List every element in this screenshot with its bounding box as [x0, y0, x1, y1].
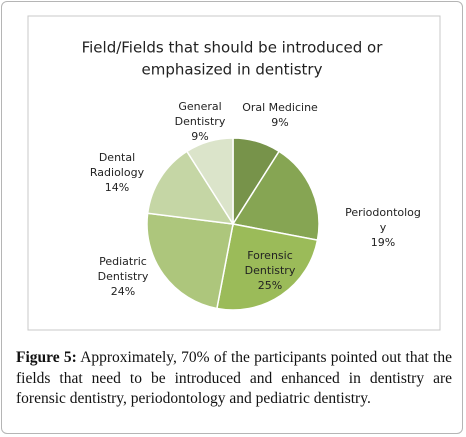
slice-label: General	[178, 100, 221, 113]
pie-slice	[185, 137, 234, 227]
chart-title: emphasized in dentistry	[142, 61, 323, 79]
value-label: 9%	[271, 116, 288, 129]
pie-slice	[231, 150, 320, 241]
slice-label: Pediatric	[99, 255, 147, 268]
value-label: 25%	[258, 279, 282, 292]
slice-label: Radiology	[90, 166, 145, 179]
pie-slice	[216, 223, 319, 311]
slice-label: Dental	[99, 151, 135, 164]
chart: Field/Fields that should be introduced o…	[27, 15, 441, 331]
caption: Figure 5: Approximately, 70% of the part…	[16, 348, 452, 410]
caption-text: Approximately, 70% of the participants p…	[16, 349, 452, 407]
slice-label: Dentistry	[245, 264, 296, 277]
slice-label: y	[380, 221, 387, 234]
slice-label: Periodontolog	[345, 206, 421, 219]
slice-label: Dentistry	[98, 270, 149, 283]
pie-slice	[146, 150, 235, 225]
pie-slice	[146, 212, 234, 310]
slice-label: Oral Medicine	[242, 101, 318, 114]
value-label: 24%	[111, 285, 135, 298]
slice-label: Forensic	[247, 249, 293, 262]
value-label: 9%	[191, 130, 208, 143]
value-label: 14%	[105, 181, 129, 194]
chart-title: Field/Fields that should be introduced o…	[82, 39, 384, 57]
value-label: 19%	[371, 236, 395, 249]
caption-label: Figure 5:	[16, 349, 77, 366]
slice-label: Dentistry	[175, 115, 226, 128]
